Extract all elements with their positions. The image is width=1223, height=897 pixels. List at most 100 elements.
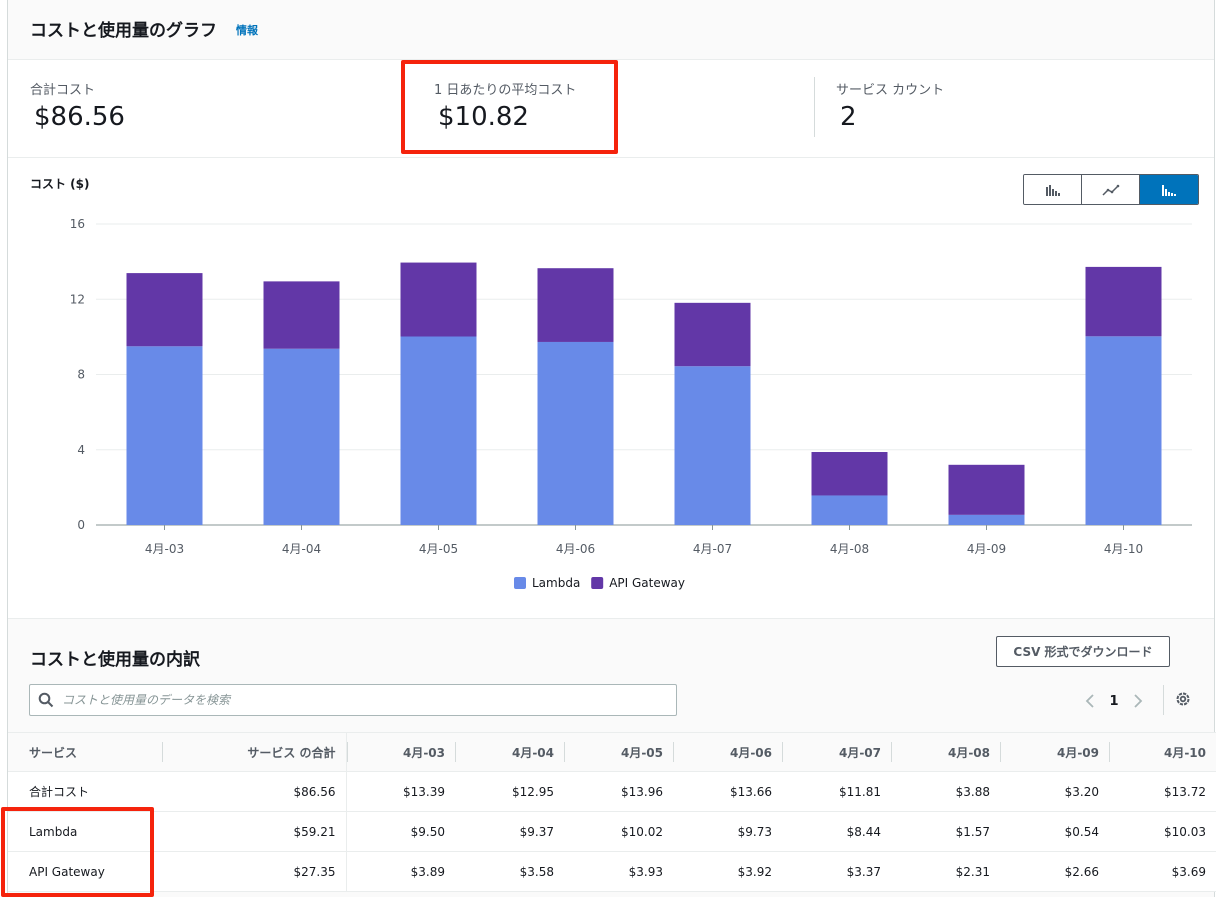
cost-cell: $8.44 xyxy=(782,811,891,852)
column-header-label: サービス xyxy=(29,745,78,760)
column-separator xyxy=(782,742,783,762)
column-separator xyxy=(346,742,348,762)
highlight-box-daily-average xyxy=(401,60,618,154)
highlight-box-services xyxy=(1,807,154,897)
cost-cell: $59.21 xyxy=(162,811,347,852)
column-header[interactable]: 4月-10 xyxy=(1109,732,1216,772)
bar-chart-button[interactable] xyxy=(1024,175,1082,204)
cost-cell: $12.95 xyxy=(455,771,564,812)
cost-cell: $27.35 xyxy=(162,851,347,892)
bar-api-gateway xyxy=(674,302,751,367)
legend-swatch xyxy=(514,577,526,589)
y-tick-label: 16 xyxy=(70,217,85,231)
bar-api-gateway xyxy=(400,262,477,337)
bar-lambda xyxy=(400,336,477,525)
chevron-right-icon xyxy=(1134,694,1143,708)
cost-cell: $2.31 xyxy=(891,851,1000,892)
column-separator xyxy=(455,742,456,762)
column-header-label: 4月-03 xyxy=(402,745,445,760)
column-header-label: 4月-05 xyxy=(620,745,663,760)
column-header[interactable]: 4月-06 xyxy=(673,732,782,772)
cost-cell: $11.81 xyxy=(782,771,891,812)
column-header[interactable]: サービス xyxy=(8,732,162,772)
cost-cell: $10.03 xyxy=(1109,811,1216,852)
bar-lambda xyxy=(1085,336,1162,525)
bar-chart-icon xyxy=(1045,184,1060,196)
cost-cell: $3.93 xyxy=(564,851,673,892)
bar-lambda xyxy=(263,348,340,525)
summary-metrics: 合計コスト $86.56 1 日あたりの平均コスト $10.82 サービス カウ… xyxy=(8,60,1214,158)
bar-lambda xyxy=(948,514,1025,525)
legend-swatch xyxy=(591,577,604,589)
stacked-bar-chart-icon xyxy=(1162,184,1176,196)
bar-lambda xyxy=(811,495,888,525)
cost-cell: $3.69 xyxy=(1109,851,1216,892)
cost-cell: $3.20 xyxy=(1000,771,1109,812)
column-separator xyxy=(162,742,163,762)
cost-cell: $3.37 xyxy=(782,851,891,892)
cost-cell: $10.02 xyxy=(564,811,673,852)
column-separator xyxy=(1000,742,1001,762)
panel-header: コストと使用量のグラフ 情報 xyxy=(8,0,1214,60)
service-count-label: サービス カウント xyxy=(836,83,945,98)
chart-type-toggle xyxy=(1023,174,1199,205)
pager-divider xyxy=(1163,685,1164,715)
x-tick-label: 4月-09 xyxy=(967,542,1006,556)
column-header[interactable]: サービス の合計 xyxy=(162,732,347,772)
chevron-left-icon xyxy=(1085,694,1094,708)
table-header-row: サービス サービス の合計 4月-03 4月-04 4月-05 4月-06 4月-07 4月-… xyxy=(8,732,1216,772)
bar-api-gateway xyxy=(263,281,340,349)
cost-cell: $3.58 xyxy=(455,851,564,892)
chart-y-axis-title: コスト ($) xyxy=(30,177,90,191)
bar-api-gateway xyxy=(126,273,203,347)
total-cost-label: 合計コスト xyxy=(30,83,96,98)
prev-page-button[interactable] xyxy=(1080,689,1100,713)
line-chart-button[interactable] xyxy=(1082,175,1140,204)
breakdown-section: コストと使用量の内訳 CSV 形式でダウンロード 1 xyxy=(1,618,1216,897)
service-count-value: 2 xyxy=(840,102,857,132)
x-tick-label: 4月-06 xyxy=(556,542,595,556)
page-number[interactable]: 1 xyxy=(1109,693,1119,709)
cost-cell: $13.72 xyxy=(1109,771,1216,812)
column-header-label: 4月-06 xyxy=(729,745,772,760)
cost-cell: $0.54 xyxy=(1000,811,1109,852)
legend-label: API Gateway xyxy=(609,576,685,590)
daily-average-value: $10.82 xyxy=(438,102,529,132)
preferences-button[interactable] xyxy=(1174,690,1192,712)
y-tick-label: 12 xyxy=(70,292,85,306)
cost-chart-area: コスト ($) xyxy=(8,158,1214,618)
column-header[interactable]: 4月-03 xyxy=(346,732,455,772)
cost-cell: $13.66 xyxy=(673,771,782,812)
column-header[interactable]: 4月-04 xyxy=(455,732,564,772)
column-header[interactable]: 4月-05 xyxy=(564,732,673,772)
column-separator xyxy=(891,742,892,762)
column-header-label: 4月-08 xyxy=(947,745,990,760)
x-tick-label: 4月-08 xyxy=(830,542,869,556)
stacked-bar-chart: 0 4 8 12 16 4月-03 4月-04 4月-05 4月-06 4月-07 4月-08 4月-… xyxy=(70,217,1192,590)
info-link[interactable]: 情報 xyxy=(236,24,258,37)
column-separator xyxy=(564,742,565,762)
stacked-bar-chart-button[interactable] xyxy=(1140,175,1198,204)
column-header[interactable]: 4月-08 xyxy=(891,732,1000,772)
cost-cell: $3.88 xyxy=(891,771,1000,812)
column-header-label: 4月-07 xyxy=(838,745,881,760)
legend-label: Lambda xyxy=(532,576,580,590)
service-name-cell: 合計コスト xyxy=(8,771,162,812)
column-header-label: サービス の合計 xyxy=(247,745,336,760)
search-input[interactable] xyxy=(62,690,662,710)
search-box xyxy=(29,684,677,716)
table-row: 合計コスト $86.56 $13.39 $12.95 $13.96 $13.66 $11.8… xyxy=(8,771,1216,812)
breakdown-table: サービス サービス の合計 4月-03 4月-04 4月-05 4月-06 4月-07 4月-… xyxy=(8,732,1216,892)
csv-download-button[interactable]: CSV 形式でダウンロード xyxy=(996,636,1170,667)
pagination: 1 xyxy=(1080,689,1148,713)
bar-api-gateway xyxy=(811,452,888,496)
x-tick-label: 4月-03 xyxy=(145,542,184,556)
next-page-button[interactable] xyxy=(1128,689,1148,713)
column-header[interactable]: 4月-09 xyxy=(1000,732,1109,772)
x-tick-label: 4月-05 xyxy=(419,542,458,556)
column-header[interactable]: 4月-07 xyxy=(782,732,891,772)
column-header-label: 4月-09 xyxy=(1056,745,1099,760)
daily-average-label: 1 日あたりの平均コスト xyxy=(434,83,577,98)
table-row: Lambda $59.21 $9.50 $9.37 $10.02 $9.73 $8.44 $1… xyxy=(8,811,1216,852)
